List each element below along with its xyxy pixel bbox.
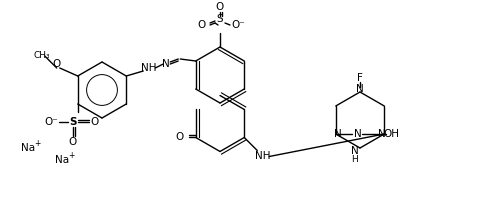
Text: O: O <box>53 59 61 69</box>
Text: N: N <box>378 129 386 139</box>
Text: CH₃: CH₃ <box>33 51 50 60</box>
Text: N: N <box>162 59 170 69</box>
Text: O: O <box>216 2 224 12</box>
Text: S: S <box>69 117 76 127</box>
Text: S: S <box>217 14 223 24</box>
Text: O⁻: O⁻ <box>231 20 245 30</box>
Text: OH: OH <box>384 129 400 139</box>
Text: N: N <box>351 146 359 156</box>
Text: O: O <box>91 117 99 127</box>
Text: H: H <box>351 156 358 164</box>
Text: F: F <box>357 73 363 83</box>
Text: O: O <box>176 132 184 142</box>
Text: N: N <box>354 129 362 139</box>
Text: N: N <box>356 84 364 94</box>
Text: N: N <box>334 129 342 139</box>
Text: O: O <box>69 137 77 147</box>
Text: NH: NH <box>141 63 157 73</box>
Text: +: + <box>68 150 74 160</box>
Text: Na: Na <box>21 143 35 153</box>
Text: +: + <box>34 138 40 148</box>
Text: Na: Na <box>55 155 69 165</box>
Text: O: O <box>198 20 206 30</box>
Text: NH: NH <box>256 151 271 161</box>
Text: O⁻: O⁻ <box>44 117 58 127</box>
